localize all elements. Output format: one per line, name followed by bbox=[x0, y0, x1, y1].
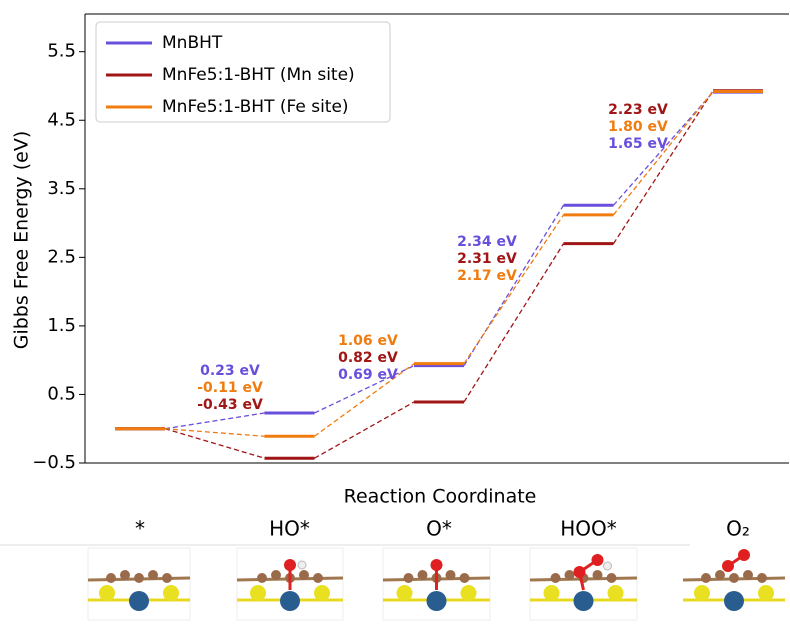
atom-s bbox=[314, 585, 330, 601]
atom-metal bbox=[280, 591, 300, 611]
atom-c bbox=[460, 573, 470, 583]
atom-h bbox=[604, 562, 612, 570]
step-annotation: -0.11 eV bbox=[197, 380, 263, 396]
y-tick-label: 1.5 bbox=[47, 315, 76, 336]
x-category-label: HO* bbox=[269, 517, 310, 541]
atom-c bbox=[715, 570, 725, 580]
atom-c bbox=[551, 573, 561, 583]
atom-c bbox=[404, 573, 414, 583]
y-tick-label: 2.5 bbox=[47, 246, 76, 267]
atom-c bbox=[148, 570, 158, 580]
step-annotation: 2.34 eV bbox=[457, 234, 517, 250]
atom-s bbox=[758, 585, 774, 601]
x-category-label: * bbox=[135, 517, 145, 541]
atom-s bbox=[99, 585, 115, 601]
step-annotation: 2.23 eV bbox=[608, 102, 668, 118]
step-annotation: 0.69 eV bbox=[338, 367, 398, 383]
step-annotation: 1.65 eV bbox=[608, 136, 668, 152]
atom-c bbox=[313, 573, 323, 583]
atom-metal bbox=[427, 591, 447, 611]
y-tick-label: 4.5 bbox=[47, 109, 76, 130]
atom-h bbox=[298, 561, 306, 569]
step-annotation: -0.43 eV bbox=[197, 397, 263, 413]
y-axis-label: Gibbs Free Energy (eV) bbox=[11, 131, 33, 350]
atom-c bbox=[743, 570, 753, 580]
atom-c bbox=[446, 570, 456, 580]
atom-o bbox=[284, 559, 296, 571]
atom-metal bbox=[129, 591, 149, 611]
atom-c bbox=[701, 573, 711, 583]
x-axis-label: Reaction Coordinate bbox=[344, 486, 537, 508]
atom-c bbox=[134, 573, 144, 583]
atom-s bbox=[163, 585, 179, 601]
atom-metal bbox=[724, 591, 744, 611]
step-annotation: 2.17 eV bbox=[457, 268, 517, 284]
atom-o bbox=[738, 549, 750, 561]
x-category-label: O₂ bbox=[726, 517, 750, 541]
atom-o bbox=[574, 566, 586, 578]
atom-c bbox=[607, 573, 617, 583]
legend-label: MnFe5:1-BHT (Fe site) bbox=[162, 97, 349, 117]
atom-o bbox=[431, 559, 443, 571]
atom-c bbox=[757, 573, 767, 583]
atom-c bbox=[162, 573, 172, 583]
legend-label: MnFe5:1-BHT (Mn site) bbox=[162, 65, 355, 85]
atom-c bbox=[565, 570, 575, 580]
step-annotation: 1.06 eV bbox=[338, 333, 398, 349]
y-tick-label: −0.5 bbox=[32, 452, 76, 473]
atom-s bbox=[250, 585, 266, 601]
x-category-label: O* bbox=[426, 517, 452, 541]
y-tick-label: 3.5 bbox=[47, 178, 76, 199]
atom-s bbox=[608, 585, 624, 601]
atom-s bbox=[461, 585, 477, 601]
atom-c bbox=[120, 570, 130, 580]
legend-label: MnBHT bbox=[162, 33, 223, 53]
x-category-label: HOO* bbox=[560, 517, 617, 541]
step-annotation: 0.23 eV bbox=[200, 363, 260, 379]
atom-c bbox=[593, 570, 603, 580]
atom-c bbox=[418, 570, 428, 580]
atom-c bbox=[299, 570, 309, 580]
atom-c bbox=[106, 573, 116, 583]
atom-c bbox=[729, 573, 739, 583]
atom-s bbox=[694, 585, 710, 601]
chart: Gibbs Free Energy (eV) Reaction Coordina… bbox=[0, 0, 790, 623]
atom-c bbox=[257, 573, 267, 583]
atom-o bbox=[592, 554, 604, 566]
atom-s bbox=[397, 585, 413, 601]
y-tick-label: 5.5 bbox=[47, 41, 76, 62]
atom-s bbox=[544, 585, 560, 601]
step-annotation: 1.80 eV bbox=[608, 119, 668, 135]
step-annotation: 0.82 eV bbox=[338, 350, 398, 366]
y-tick-label: 0.5 bbox=[47, 383, 76, 404]
atom-metal bbox=[574, 591, 594, 611]
atom-o bbox=[722, 560, 734, 572]
atom-c bbox=[271, 570, 281, 580]
step-annotation: 2.31 eV bbox=[457, 251, 517, 267]
